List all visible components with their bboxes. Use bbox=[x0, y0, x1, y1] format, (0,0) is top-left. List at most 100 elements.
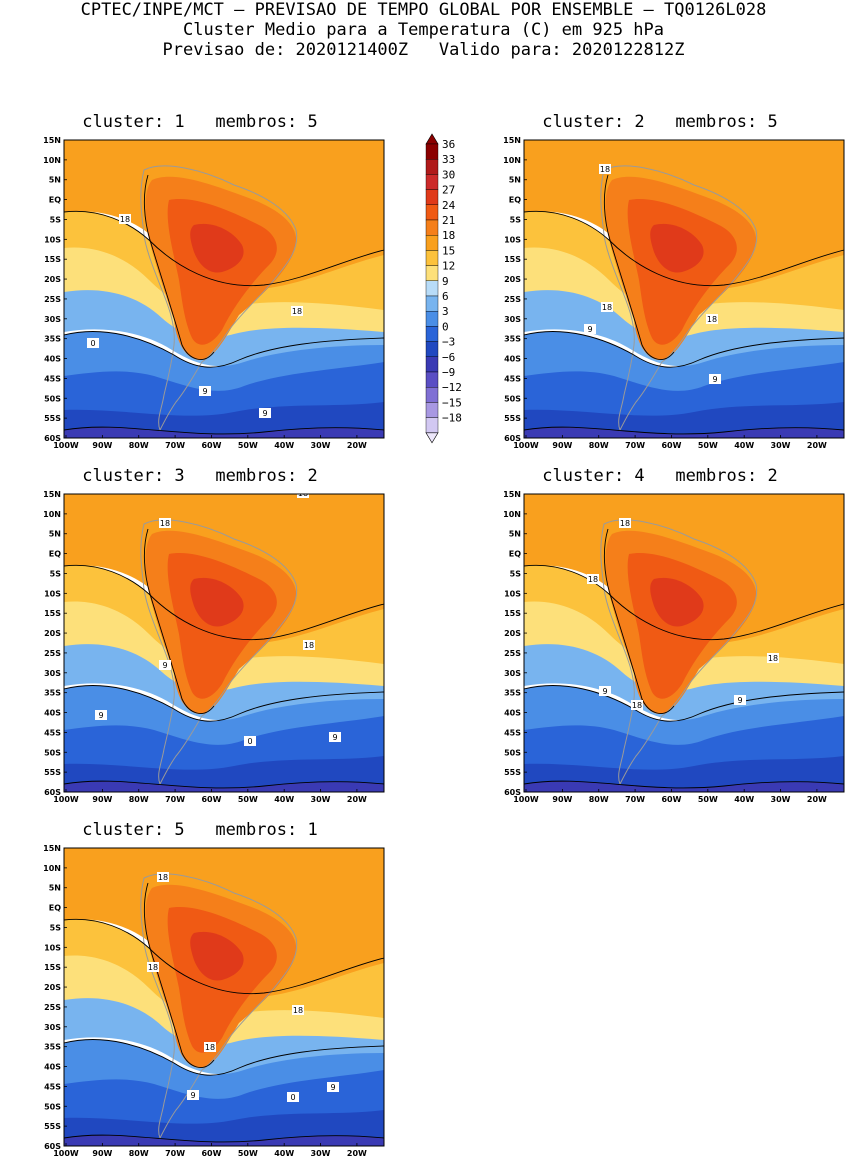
lat-label: 10N bbox=[503, 156, 521, 165]
contour-line bbox=[64, 210, 384, 287]
lat-label: 10S bbox=[504, 235, 521, 244]
contour-label: 9 bbox=[734, 695, 746, 705]
colorbar-swatch bbox=[425, 295, 439, 312]
cluster-panel-5: cluster: 5 membros: 1 18 18 18 18 9 9 0 15N 10N 5… bbox=[40, 820, 410, 1160]
colorbar-swatch bbox=[425, 234, 439, 251]
contour-label-bg bbox=[95, 710, 107, 720]
lat-label: 5N bbox=[509, 176, 521, 185]
lat-label: 50S bbox=[44, 1102, 61, 1111]
contour-line bbox=[143, 174, 215, 360]
contour-label-text: 9 bbox=[602, 687, 607, 696]
lon-label: 30W bbox=[311, 795, 331, 804]
colorbar-swatch bbox=[425, 189, 439, 205]
contour-label-bg bbox=[709, 374, 721, 384]
lat-label: 55S bbox=[44, 414, 61, 423]
contour-label-text: 18 bbox=[158, 873, 168, 882]
lat-label: 15S bbox=[504, 255, 521, 264]
lat-label: 45S bbox=[44, 728, 61, 737]
lat-label: 15S bbox=[44, 963, 61, 972]
lon-label: 30W bbox=[311, 441, 331, 450]
contour-label-text: 9 bbox=[98, 711, 103, 720]
lon-label: 60W bbox=[661, 441, 681, 450]
colorbar-tick-label: 3 bbox=[442, 305, 449, 318]
contour-label: 9 bbox=[159, 660, 171, 670]
lat-label: 20S bbox=[44, 983, 61, 992]
colorbar-swatch bbox=[425, 310, 439, 327]
lon-label: 30W bbox=[311, 1149, 331, 1158]
contour-line bbox=[603, 174, 675, 360]
colorbar-swatch bbox=[425, 174, 439, 190]
colorbar-tick-label: 27 bbox=[442, 184, 455, 197]
colorbar-swatch bbox=[425, 371, 439, 388]
contour-line bbox=[64, 918, 384, 995]
colorbar-swatch bbox=[425, 386, 439, 403]
contour-label-text: 18 bbox=[600, 165, 610, 174]
lat-label: 60S bbox=[44, 788, 61, 797]
lat-label: 15N bbox=[43, 844, 61, 853]
contour-label-bg bbox=[619, 518, 631, 528]
temperature-band bbox=[524, 781, 844, 792]
contour-line bbox=[143, 882, 215, 1068]
contour-label-bg bbox=[303, 640, 315, 650]
contour-label: 0 bbox=[87, 338, 99, 348]
contour-label-text: 18 bbox=[602, 303, 612, 312]
lon-label: 40W bbox=[274, 441, 294, 450]
field-layer: 18 18 9 9 0 bbox=[64, 140, 384, 438]
colorbar-swatch bbox=[425, 143, 439, 160]
contour-line bbox=[64, 780, 384, 789]
contour-label: 18 bbox=[767, 653, 779, 663]
contour-line bbox=[524, 780, 844, 789]
lon-label: 40W bbox=[734, 795, 754, 804]
lon-label: 60W bbox=[201, 1149, 221, 1158]
contour-label: 18 bbox=[204, 1042, 216, 1052]
lat-label: 15N bbox=[503, 136, 521, 145]
contour-label-text: 18 bbox=[293, 1006, 303, 1015]
contour-label: 18 bbox=[706, 314, 718, 324]
colorbar-tick-label: 0 bbox=[442, 320, 449, 333]
contour-label-bg bbox=[292, 1005, 304, 1015]
contour-label-bg bbox=[329, 732, 341, 742]
lat-label: 35S bbox=[44, 335, 61, 344]
contour-line bbox=[64, 1039, 384, 1076]
contour-label: 18 bbox=[119, 214, 131, 224]
coastline bbox=[600, 519, 758, 786]
colorbar-tick-label: 6 bbox=[442, 290, 449, 303]
field-layer: 18 18 18 9 9 bbox=[524, 140, 844, 438]
temperature-band-warm bbox=[190, 931, 244, 981]
colorbar-tick-label: −6 bbox=[442, 351, 455, 364]
lat-label: 25S bbox=[44, 295, 61, 304]
contour-label-text: 9 bbox=[262, 409, 267, 418]
lon-label: 80W bbox=[129, 441, 149, 450]
lon-label: 80W bbox=[589, 795, 609, 804]
map-frame bbox=[63, 847, 385, 1147]
coastline bbox=[140, 519, 298, 786]
cluster-map: 18 18 18 9 9 15N 10N 5N EQ 5S 10S 15S 20S 25S 30S 35S 40… bbox=[503, 136, 845, 450]
lat-label: 40S bbox=[44, 355, 61, 364]
panel-title: cluster: 1 membros: 5 bbox=[82, 112, 318, 132]
lat-label: 55S bbox=[44, 1122, 61, 1131]
contour-label: 18 bbox=[631, 700, 643, 710]
temperature-band bbox=[524, 209, 844, 311]
lon-label: 50W bbox=[238, 795, 258, 804]
lat-label: 10S bbox=[44, 589, 61, 598]
contour-label-text: 18 bbox=[304, 641, 314, 650]
temperature-band-warm bbox=[650, 223, 704, 273]
lon-label: 80W bbox=[129, 1149, 149, 1158]
lat-label: 15S bbox=[504, 609, 521, 618]
colorbar-tick-label: 12 bbox=[442, 260, 455, 273]
contour-label-text: 18 bbox=[120, 215, 130, 224]
contour-label-text: 18 bbox=[292, 307, 302, 316]
map-frame bbox=[523, 493, 845, 793]
lon-label: 40W bbox=[734, 441, 754, 450]
contour-label-bg bbox=[199, 386, 211, 396]
lon-label: 50W bbox=[698, 441, 718, 450]
lat-label: 30S bbox=[44, 1023, 61, 1032]
contour-line bbox=[603, 528, 675, 714]
contour-label-bg bbox=[287, 1092, 299, 1102]
map-frame bbox=[63, 139, 385, 439]
cluster-map: 18 18 18 9 9 18 15N 10N 5N EQ 5S 10S 15S 20S 25S 30S 35S… bbox=[503, 490, 845, 804]
contour-label-bg bbox=[147, 962, 159, 972]
contour-label: 0 bbox=[244, 736, 256, 746]
contour-line bbox=[64, 426, 384, 435]
contour-label-bg bbox=[599, 686, 611, 696]
